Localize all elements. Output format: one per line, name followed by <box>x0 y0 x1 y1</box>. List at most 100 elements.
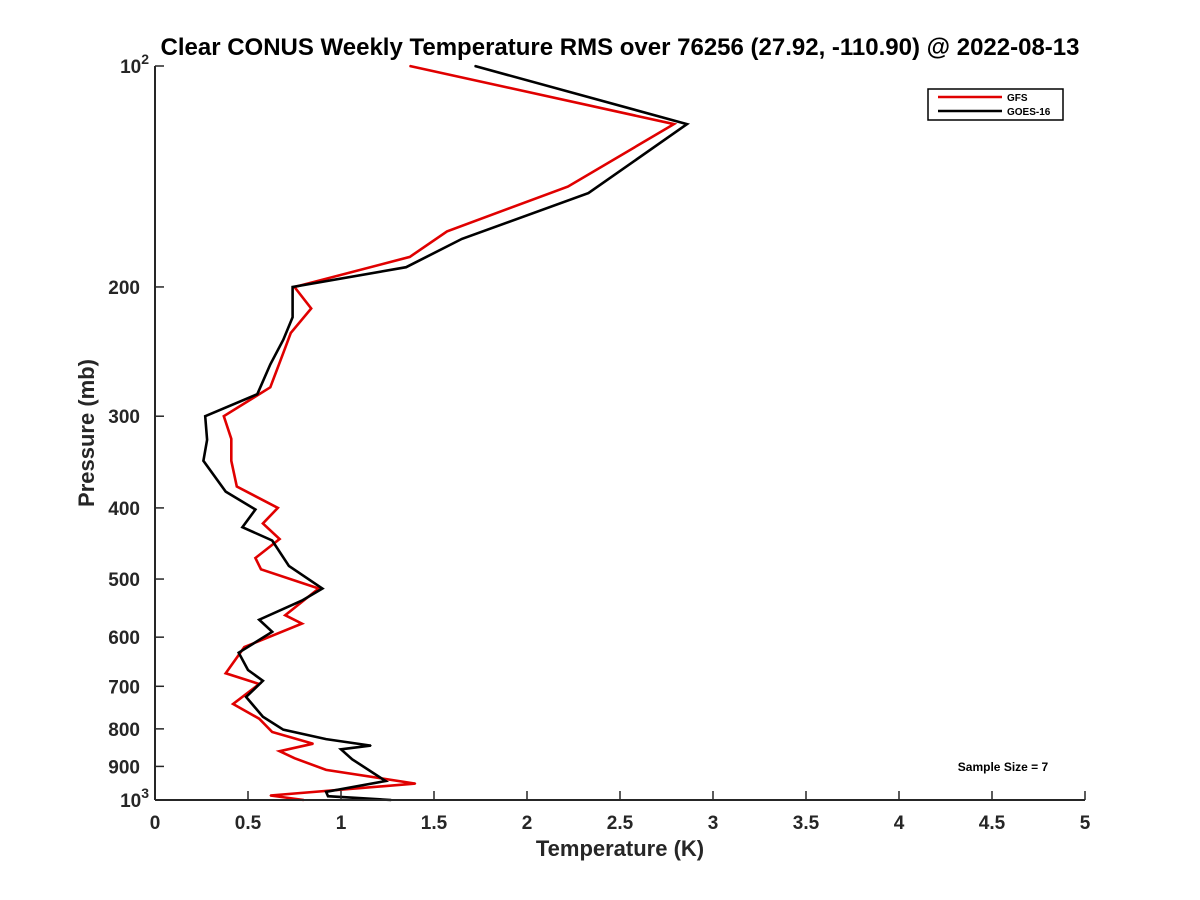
x-tick-label: 3 <box>708 813 719 834</box>
data-point-gfs <box>224 672 227 675</box>
x-tick-label: 3.5 <box>793 813 820 834</box>
data-point-gfs <box>236 485 238 488</box>
data-point-goes-16 <box>271 631 274 633</box>
data-point-goes-16 <box>271 539 274 542</box>
data-point-gfs <box>230 460 233 462</box>
data-point-gfs <box>567 185 569 188</box>
data-point-goes-16 <box>241 526 244 528</box>
data-point-gfs <box>260 568 262 571</box>
series-line-goes-16 <box>202 64 691 802</box>
data-point-goes-16 <box>262 680 264 682</box>
chart-title: Clear CONUS Weekly Temperature RMS over … <box>161 34 1080 61</box>
y-tick-label-exponent: 2 <box>141 51 149 67</box>
data-point-goes-16 <box>405 266 407 269</box>
data-point-goes-16 <box>224 490 227 493</box>
data-point-goes-16 <box>247 669 249 671</box>
x-tick-label: 1 <box>336 813 347 834</box>
data-point-goes-16 <box>245 696 247 698</box>
data-point-gfs <box>409 256 411 258</box>
x-tick-label: 4.5 <box>979 813 1006 834</box>
x-tick-label: 2.5 <box>607 813 634 834</box>
data-point-goes-16 <box>282 728 285 731</box>
data-point-gfs <box>278 538 281 540</box>
y-tick-label-base: 10 <box>120 57 141 78</box>
data-point-gfs <box>284 614 287 616</box>
series-line-gfs <box>222 64 678 802</box>
data-point-goes-16 <box>291 316 294 319</box>
legend: GFS GOES-16 <box>927 88 1064 121</box>
data-point-goes-16 <box>327 795 329 797</box>
x-tick-label: 4 <box>894 813 905 834</box>
x-axis-ticks: 0 0.5 1 1.5 2 2.5 3 3.5 4 4.5 5 <box>150 791 1091 834</box>
data-point-goes-16 <box>282 338 285 341</box>
data-point-goes-16 <box>474 65 476 67</box>
data-point-gfs <box>310 307 313 310</box>
data-point-goes-16 <box>258 618 261 621</box>
x-axis-label: Temperature (K) <box>536 836 704 861</box>
data-point-gfs <box>673 123 675 125</box>
y-tick-label: 800 <box>108 720 140 741</box>
data-point-gfs <box>278 750 281 752</box>
data-point-gfs <box>282 352 285 354</box>
series-layer <box>202 64 691 802</box>
y-tick-label-exponent: 3 <box>141 785 149 801</box>
y-tick-label-base: 10 <box>120 791 141 812</box>
data-point-goes-16 <box>384 780 387 782</box>
data-point-goes-16 <box>340 748 342 751</box>
data-point-gfs <box>414 782 417 785</box>
data-point-goes-16 <box>237 651 240 654</box>
data-point-gfs <box>277 507 279 509</box>
data-point-gfs <box>269 794 272 797</box>
y-tick-label: 200 <box>108 278 140 299</box>
y-tick-label: 600 <box>108 628 140 649</box>
data-point-gfs <box>293 757 296 759</box>
data-point-goes-16 <box>321 587 324 590</box>
x-tick-label: 1.5 <box>421 813 448 834</box>
data-point-gfs <box>290 332 292 334</box>
x-tick-label: 0 <box>150 813 161 834</box>
data-point-gfs <box>230 438 233 440</box>
data-point-goes-16 <box>202 460 205 462</box>
data-point-gfs <box>409 65 411 67</box>
data-point-gfs <box>312 742 314 745</box>
data-point-goes-16 <box>288 565 290 567</box>
data-point-goes-16 <box>254 508 257 511</box>
x-tick-label: 2 <box>522 813 533 834</box>
x-tick-label: 0.5 <box>235 813 262 834</box>
y-axis-label: Pressure (mb) <box>74 359 99 507</box>
y-tick-label: 500 <box>108 570 140 591</box>
data-point-gfs <box>446 230 448 233</box>
data-point-gfs <box>258 717 261 720</box>
data-point-goes-16 <box>325 791 327 793</box>
data-point-goes-16 <box>351 758 354 761</box>
data-point-goes-16 <box>325 738 327 740</box>
legend-label-gfs: GFS <box>1007 93 1028 104</box>
legend-box <box>927 88 1064 121</box>
y-tick-label-power: 102 <box>120 51 149 78</box>
data-point-goes-16 <box>301 599 303 602</box>
data-point-gfs <box>262 522 264 525</box>
data-point-goes-16 <box>269 363 272 366</box>
data-point-gfs <box>254 557 257 559</box>
data-point-goes-16 <box>206 439 208 441</box>
data-point-gfs <box>232 703 234 705</box>
data-point-goes-16 <box>686 123 688 125</box>
data-point-gfs <box>271 731 274 733</box>
data-point-gfs <box>325 769 327 771</box>
y-tick-label: 900 <box>108 757 140 778</box>
y-tick-label: 700 <box>108 677 140 698</box>
data-point-gfs <box>317 587 320 590</box>
y-tick-label-power: 103 <box>120 785 149 812</box>
x-tick-label: 5 <box>1080 813 1091 834</box>
data-point-goes-16 <box>587 192 590 194</box>
y-tick-label: 300 <box>108 407 140 428</box>
data-point-goes-16 <box>370 744 372 747</box>
data-point-goes-16 <box>256 393 259 396</box>
data-point-goes-16 <box>291 286 294 288</box>
data-point-goes-16 <box>461 238 463 240</box>
legend-label-goes-16: GOES-16 <box>1007 107 1051 118</box>
data-point-goes-16 <box>262 715 264 718</box>
data-point-gfs <box>301 622 303 625</box>
